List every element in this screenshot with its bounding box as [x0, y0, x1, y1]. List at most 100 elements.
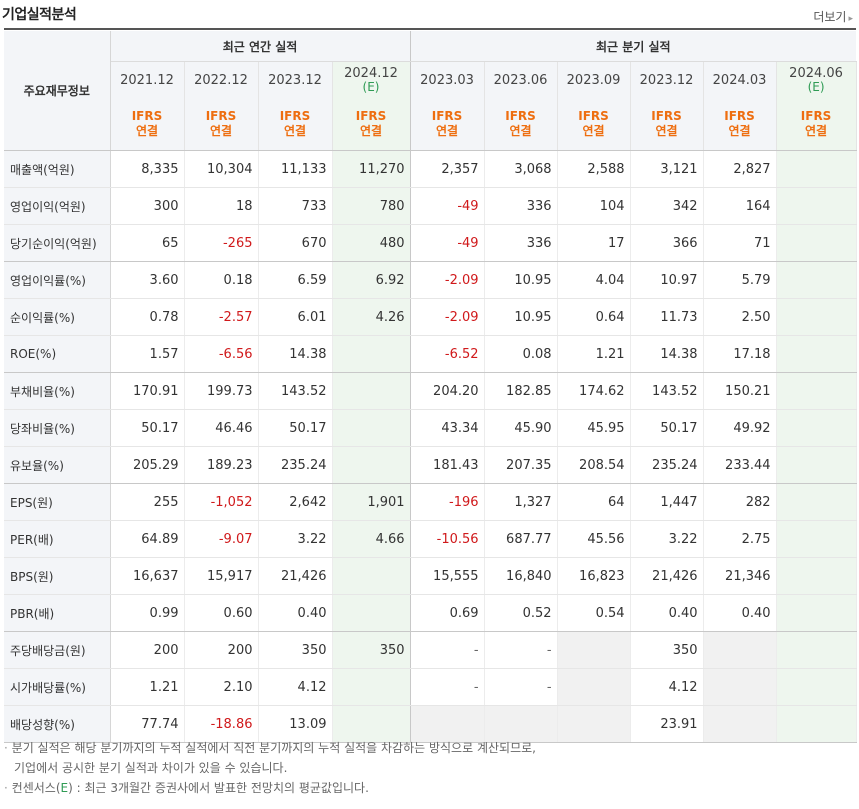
more-label[interactable]: 더보기	[813, 10, 847, 24]
table-cell: 5.79	[703, 261, 777, 299]
table-cell: 4.12	[258, 668, 333, 706]
ifrs-label: IFRS	[578, 109, 609, 123]
period-label: 2023.12	[268, 72, 322, 88]
table-row: 순이익률(%) 0.78 -2.57 6.01 4.26 -2.09 10.95 0.64 11…	[4, 298, 857, 336]
basis-label: 연결	[582, 124, 605, 138]
period-label: 2023.09	[566, 72, 621, 88]
annual-group-title: 최근 연간 실적	[110, 31, 411, 62]
ifrs-label: IFRS	[505, 109, 536, 123]
row-label: 영업이익(억원)	[4, 187, 111, 225]
table-cell: 16,823	[557, 557, 631, 595]
row-label: 주당배당금(원)	[4, 631, 111, 669]
table-cell: 200	[184, 631, 259, 669]
period-header: 2023.12	[258, 61, 333, 98]
table-cell: 64	[557, 483, 631, 521]
table-cell: 65	[110, 224, 185, 262]
more-link[interactable]: 더보기 ▸	[813, 8, 853, 25]
table-cell	[776, 446, 857, 484]
table-cell: 199.73	[184, 372, 259, 410]
estimate-mark: (E)	[807, 80, 825, 94]
footnote-1-cont: 기업에서 공시한 분기 실적과 차이가 있을 수 있습니다.	[14, 761, 288, 775]
table-cell	[776, 150, 857, 188]
table-cell: 0.60	[184, 594, 259, 632]
table-cell: 10.95	[484, 298, 558, 336]
table-cell: 480	[332, 224, 411, 262]
table-cell: 182.85	[484, 372, 558, 410]
table-cell: 1,327	[484, 483, 558, 521]
period-label: 2022.12	[194, 72, 248, 88]
estimate-mark: (E)	[362, 80, 380, 94]
table-cell: 3.22	[258, 520, 333, 558]
table-cell: 0.52	[484, 594, 558, 632]
table-cell: 18	[184, 187, 259, 225]
ifrs-label: IFRS	[651, 109, 682, 123]
footnotes: · 분기 실적은 해당 분기까지의 누적 실적에서 직전 분기까지의 누적 실적…	[4, 738, 856, 798]
period-header: 2024.12 (E)	[332, 61, 411, 98]
table-cell: 0.18	[184, 261, 259, 299]
basis-label: 연결	[209, 124, 233, 138]
table-cell	[703, 668, 777, 706]
table-cell: 4.26	[332, 298, 411, 336]
table-cell: -2.09	[410, 298, 485, 336]
ifrs-label: IFRS	[131, 109, 163, 123]
table-cell: -49	[410, 187, 485, 225]
period-label: 2021.12	[120, 72, 174, 88]
table-cell: 45.56	[557, 520, 631, 558]
table-cell: 23.91	[630, 705, 704, 743]
table-cell: 50.17	[258, 409, 333, 447]
row-label: PER(배)	[4, 520, 111, 558]
table-cell: 2,642	[258, 483, 333, 521]
table-cell	[703, 705, 777, 743]
table-cell	[332, 557, 411, 595]
table-cell: 14.38	[258, 335, 333, 373]
table-cell	[776, 705, 857, 743]
table-cell	[332, 372, 411, 410]
table-cell	[332, 409, 411, 447]
table-cell: 45.90	[484, 409, 558, 447]
table-cell: 3.60	[110, 261, 185, 299]
accounting-basis: IFRS 연결	[484, 98, 558, 151]
table-cell: 0.64	[557, 298, 631, 336]
table-row: 유보율(%) 205.29 189.23 235.24 181.43 207.35 208.…	[4, 446, 857, 484]
basis-label: 연결	[283, 124, 307, 138]
table-cell: 104	[557, 187, 631, 225]
table-cell: 3,068	[484, 150, 558, 188]
table-cell: 733	[258, 187, 333, 225]
table-cell	[776, 335, 857, 373]
table-cell: 6.92	[332, 261, 411, 299]
table-cell: 2,827	[703, 150, 777, 188]
chevron-right-icon: ▸	[848, 14, 853, 24]
table-cell: 164	[703, 187, 777, 225]
period-header: 2022.12	[184, 61, 259, 98]
table-cell: 4.66	[332, 520, 411, 558]
period-header: 2021.12	[110, 61, 185, 98]
financial-table: 주요재무정보 최근 연간 실적 최근 분기 실적 2021.12 2022.12 2…	[4, 31, 857, 743]
table-cell: 255	[110, 483, 185, 521]
table-cell: -9.07	[184, 520, 259, 558]
table-row: 배당성향(%) 77.74 -18.86 13.09 23.91	[4, 705, 857, 743]
period-header: 2023.03	[410, 61, 485, 98]
table-row: ROE(%) 1.57 -6.56 14.38 -6.52 0.08 1.21 14.38 17…	[4, 335, 857, 373]
table-cell	[332, 594, 411, 632]
table-row: 영업이익률(%) 3.60 0.18 6.59 6.92 -2.09 10.95 4.04 10…	[4, 261, 857, 299]
table-cell: 10,304	[184, 150, 259, 188]
table-cell	[776, 594, 857, 632]
table-cell	[776, 409, 857, 447]
table-cell: 2,588	[557, 150, 631, 188]
table-cell	[776, 631, 857, 669]
table-cell: 336	[484, 224, 558, 262]
table-cell: 0.40	[258, 594, 333, 632]
accounting-basis: IFRS 연결	[410, 98, 485, 151]
table-cell: -10.56	[410, 520, 485, 558]
table-cell: 0.69	[410, 594, 485, 632]
table-cell	[776, 668, 857, 706]
table-cell: -	[410, 631, 485, 669]
table-row: 매출액(억원) 8,335 10,304 11,133 11,270 2,357 3,068…	[4, 150, 857, 188]
table-cell	[332, 705, 411, 743]
row-label: 당기순이익(억원)	[4, 224, 111, 262]
table-cell: 0.99	[110, 594, 185, 632]
table-cell: 6.59	[258, 261, 333, 299]
table-cell: 366	[630, 224, 704, 262]
table-cell: 16,637	[110, 557, 185, 595]
